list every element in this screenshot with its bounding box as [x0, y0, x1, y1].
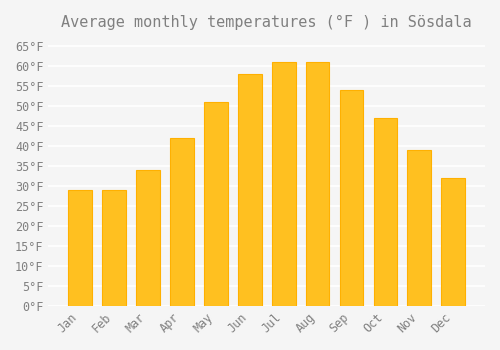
- Bar: [340, 90, 363, 306]
- Bar: [272, 62, 295, 306]
- Title: Average monthly temperatures (°F ) in Sösdala: Average monthly temperatures (°F ) in Sö…: [62, 15, 472, 30]
- Bar: [102, 190, 126, 306]
- Bar: [238, 74, 262, 306]
- Bar: [136, 170, 160, 306]
- Bar: [68, 190, 92, 306]
- Bar: [170, 138, 194, 306]
- Bar: [306, 62, 330, 306]
- Bar: [408, 150, 431, 306]
- Bar: [374, 118, 398, 306]
- Bar: [442, 178, 465, 306]
- Bar: [204, 102, 228, 306]
